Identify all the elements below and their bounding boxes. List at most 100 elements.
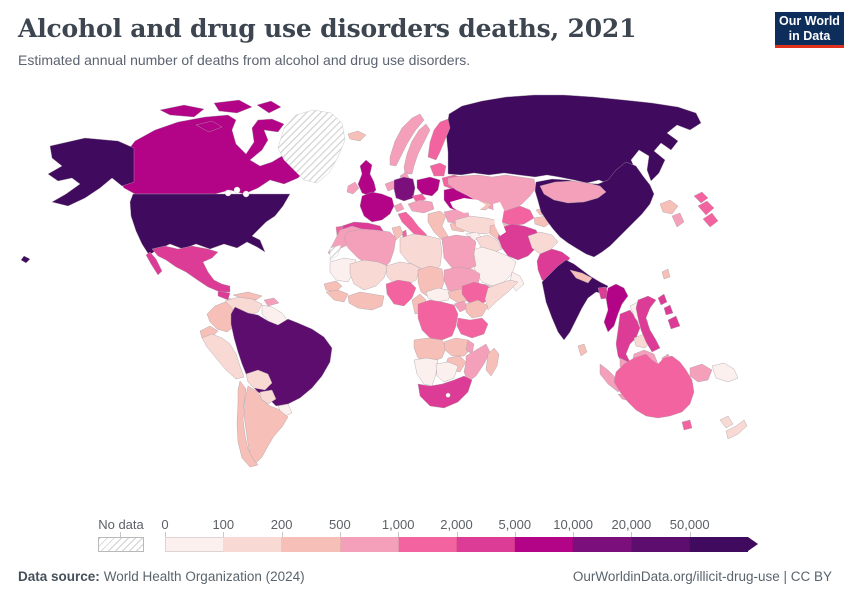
- legend-bin-50,000+[interactable]: [689, 537, 749, 552]
- country-libya[interactable]: [399, 233, 443, 273]
- legend-bin-500–1,000[interactable]: [340, 537, 399, 552]
- country-france[interactable]: [359, 191, 395, 223]
- country-north_korea[interactable]: [659, 199, 679, 215]
- country-japan[interactable]: [693, 191, 719, 228]
- legend-bin-2,000–5,000[interactable]: [457, 537, 516, 552]
- country-iraq[interactable]: [475, 234, 503, 254]
- black-sea: [450, 198, 486, 213]
- country-nepal[interactable]: [569, 269, 593, 284]
- legend-no-data-label: No data: [98, 517, 144, 532]
- legend-tick-label: 10,000: [553, 517, 593, 532]
- page-subtitle: Estimated annual number of deaths from a…: [18, 52, 471, 68]
- country-zambia[interactable]: [443, 337, 473, 357]
- country-kazakhstan[interactable]: [447, 174, 537, 213]
- country-finland[interactable]: [427, 118, 451, 161]
- legend-tickmark: [631, 532, 633, 537]
- legend-bin-100–200[interactable]: [224, 537, 283, 552]
- legend-tickmark: [456, 532, 458, 537]
- country-usa[interactable]: [20, 137, 291, 264]
- country-mozambique[interactable]: [463, 343, 491, 383]
- legend-no-data-swatch[interactable]: [98, 537, 144, 552]
- country-dr_congo[interactable]: [417, 299, 459, 341]
- country-new_zealand[interactable]: [719, 415, 748, 440]
- legend-tickmark: [398, 532, 400, 537]
- country-saudi_arabia[interactable]: [469, 246, 517, 287]
- owid-logo[interactable]: Our World in Data: [775, 12, 844, 48]
- country-norway[interactable]: [389, 113, 425, 167]
- country-balkans[interactable]: [427, 210, 449, 241]
- country-kenya[interactable]: [465, 299, 489, 319]
- country-west_africa_coast[interactable]: [347, 291, 385, 311]
- country-taiwan[interactable]: [661, 268, 671, 280]
- country-mongolia[interactable]: [539, 180, 607, 204]
- country-central_african_republic[interactable]: [425, 287, 453, 303]
- country-madagascar[interactable]: [485, 347, 500, 377]
- world-map[interactable]: [0, 86, 850, 506]
- country-poland[interactable]: [416, 176, 441, 197]
- footer-attribution[interactable]: OurWorldinData.org/illicit-drug-use | CC…: [572, 569, 832, 584]
- country-uk[interactable]: [357, 159, 377, 197]
- country-baltics[interactable]: [429, 162, 447, 177]
- country-myanmar[interactable]: [603, 283, 629, 333]
- legend-tick-label: 20,000: [611, 517, 652, 532]
- legend-ticks: 0 100 200 500 1,000 2,000 5,000 10,000 20,000 50,…: [161, 517, 748, 537]
- country-australia[interactable]: [613, 353, 695, 431]
- country-south_korea[interactable]: [671, 212, 685, 228]
- country-western_sahara[interactable]: [329, 244, 342, 262]
- country-niger[interactable]: [385, 261, 421, 287]
- country-senegal[interactable]: [323, 280, 343, 293]
- footer-source: Data source: World Health Organization (2…: [18, 569, 305, 584]
- country-canada[interactable]: [117, 99, 309, 195]
- country-ireland[interactable]: [346, 181, 360, 195]
- water-overlays: [224, 186, 506, 398]
- country-mali[interactable]: [349, 259, 389, 291]
- legend-bin-20,000–50,000[interactable]: [631, 537, 690, 552]
- country-algeria[interactable]: [343, 228, 397, 271]
- country-namibia[interactable]: [413, 357, 439, 387]
- country-hispaniola[interactable]: [263, 297, 280, 307]
- owid-logo-line2: in Data: [788, 28, 831, 43]
- country-peru[interactable]: [201, 333, 245, 380]
- country-egypt[interactable]: [441, 234, 477, 271]
- country-somalia[interactable]: [484, 279, 519, 311]
- legend-tick-label: 500: [329, 517, 351, 532]
- legend-bin-0–100[interactable]: [165, 537, 225, 552]
- country-south_africa[interactable]: [417, 375, 473, 409]
- country-argentina[interactable]: [243, 385, 289, 464]
- country-bolivia[interactable]: [245, 369, 273, 391]
- country-papua_new_guinea[interactable]: [711, 362, 739, 383]
- country-botswana[interactable]: [435, 361, 459, 383]
- legend-bin-1,000–2,000[interactable]: [398, 537, 458, 552]
- legend-tickmark: [573, 532, 575, 537]
- country-greenland[interactable]: [277, 109, 346, 184]
- country-chile[interactable]: [236, 380, 259, 468]
- country-czechia[interactable]: [411, 193, 427, 204]
- country-tunisia[interactable]: [391, 225, 404, 241]
- legend-bin-200–500[interactable]: [282, 537, 341, 552]
- legend-bin-10,000–20,000[interactable]: [573, 537, 632, 552]
- country-angola[interactable]: [413, 337, 447, 363]
- country-sweden[interactable]: [403, 123, 431, 175]
- country-nigeria[interactable]: [385, 279, 417, 307]
- country-germany[interactable]: [393, 176, 416, 202]
- country-sri_lanka[interactable]: [577, 343, 588, 357]
- country-iran[interactable]: [497, 223, 541, 261]
- country-guinea_group[interactable]: [325, 289, 349, 303]
- country-austria_hungary[interactable]: [407, 199, 435, 214]
- legend-bin-5,000–10,000[interactable]: [515, 537, 574, 552]
- country-iceland[interactable]: [347, 130, 367, 142]
- footer-source-label: Data source:: [18, 569, 100, 584]
- legend-tickmark: [339, 532, 341, 537]
- country-vietnam[interactable]: [635, 295, 661, 353]
- owid-logo-line1: Our World: [779, 13, 840, 28]
- country-russia[interactable]: [445, 94, 702, 186]
- legend-tick-label: 2,000: [440, 517, 473, 532]
- great-lakes: [224, 186, 250, 198]
- country-mexico[interactable]: [145, 245, 231, 293]
- country-switzerland[interactable]: [393, 202, 405, 213]
- legend-tickmark: [223, 532, 225, 537]
- country-philippines[interactable]: [657, 293, 681, 330]
- country-afghanistan[interactable]: [527, 231, 559, 255]
- country-tanzania[interactable]: [456, 317, 489, 339]
- page-title: Alcohol and drug use disorders deaths, 2…: [18, 14, 637, 43]
